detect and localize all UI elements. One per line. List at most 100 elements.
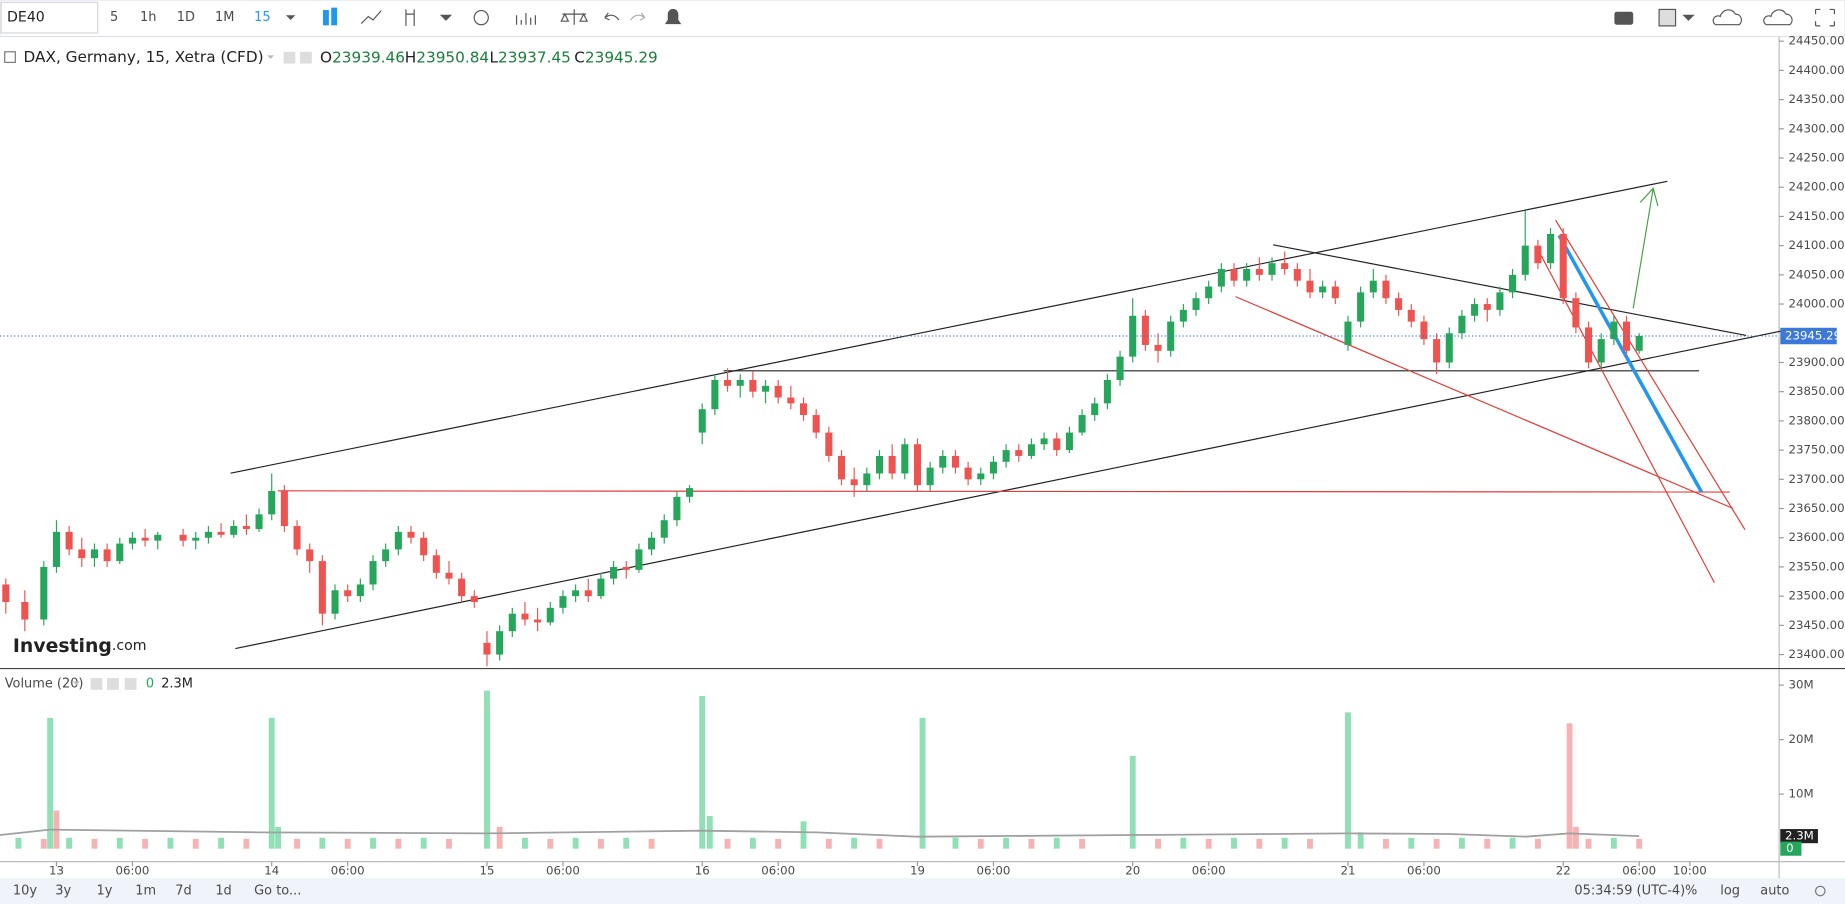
volume-bar bbox=[1433, 838, 1440, 849]
volume-bar bbox=[648, 838, 655, 849]
candle-body bbox=[1547, 233, 1555, 264]
candle-body bbox=[445, 572, 453, 579]
x-tick-label: 21 bbox=[1340, 864, 1355, 878]
volume-bar bbox=[1636, 838, 1643, 849]
candle-icon[interactable] bbox=[331, 7, 338, 26]
last-price-box bbox=[1780, 327, 1837, 345]
volume-bar bbox=[1408, 837, 1415, 849]
candle-body bbox=[1306, 280, 1314, 293]
interval-active[interactable]: 15 bbox=[254, 10, 270, 25]
compare-icon[interactable] bbox=[560, 9, 589, 25]
volume-ma-box bbox=[1780, 829, 1818, 844]
candle-body bbox=[622, 566, 630, 570]
candle-body bbox=[1509, 274, 1517, 293]
candle-body bbox=[1534, 245, 1542, 264]
candle-body bbox=[1192, 298, 1200, 310]
settings-icon[interactable] bbox=[1814, 885, 1826, 897]
redo-icon[interactable] bbox=[630, 12, 646, 21]
log-toggle[interactable]: log bbox=[1720, 884, 1740, 899]
legend-icon[interactable] bbox=[124, 678, 137, 690]
legend-icon[interactable] bbox=[283, 51, 296, 64]
candle-body bbox=[103, 549, 111, 562]
ohlc-label: C bbox=[574, 48, 585, 66]
tool-icons bbox=[322, 7, 1835, 27]
interval[interactable]: 1h bbox=[140, 10, 156, 25]
alert-icon[interactable] bbox=[664, 8, 682, 25]
candle-body bbox=[850, 479, 858, 486]
volume-bar bbox=[446, 838, 452, 849]
interval[interactable]: 1D bbox=[177, 10, 195, 25]
dropdown-icon[interactable] bbox=[72, 681, 81, 686]
symbol[interactable]: DE40 bbox=[7, 10, 45, 26]
undo-icon[interactable] bbox=[604, 12, 620, 21]
settings-icon[interactable] bbox=[473, 10, 489, 26]
fullscreen-icon[interactable] bbox=[1814, 8, 1835, 27]
volume-bar bbox=[1180, 837, 1187, 849]
symbol-box[interactable] bbox=[0, 1, 99, 34]
candle-body bbox=[597, 578, 605, 597]
layout-icon[interactable] bbox=[1658, 8, 1677, 27]
range-button[interactable]: 1d bbox=[215, 884, 231, 899]
interval[interactable]: 5 bbox=[110, 10, 118, 25]
range-button[interactable]: 3y bbox=[55, 884, 71, 899]
toolbar-bg bbox=[0, 0, 1845, 38]
y-tick-label: 24400.00 bbox=[1789, 63, 1845, 77]
line-icon[interactable] bbox=[360, 10, 382, 24]
channel-upper bbox=[230, 180, 1668, 474]
candle-body bbox=[1015, 450, 1023, 456]
candle-body bbox=[204, 531, 212, 538]
candle-body bbox=[255, 514, 263, 529]
candle-body bbox=[977, 473, 985, 480]
candle-body bbox=[306, 549, 314, 562]
interval[interactable]: 1M bbox=[215, 10, 234, 25]
dropdown-icon[interactable] bbox=[267, 55, 275, 59]
range-button[interactable]: 7d bbox=[175, 884, 191, 899]
studies-icon[interactable] bbox=[515, 12, 536, 25]
volume-bar bbox=[275, 826, 281, 849]
x-tick-label: 14 bbox=[264, 864, 279, 878]
candle-body bbox=[483, 642, 491, 655]
auto-toggle[interactable]: auto bbox=[1760, 884, 1789, 899]
candle-body bbox=[799, 403, 808, 416]
candle-body bbox=[534, 619, 542, 623]
legend-icon[interactable] bbox=[90, 678, 103, 690]
candle-body bbox=[394, 531, 402, 550]
indicator-icon[interactable] bbox=[405, 9, 415, 26]
percent-toggle[interactable]: % bbox=[1685, 884, 1697, 899]
dropdown-icon[interactable] bbox=[1682, 14, 1695, 21]
dropdown-icon[interactable] bbox=[285, 15, 296, 21]
candle-icon[interactable] bbox=[322, 10, 329, 26]
cloud-save-icon[interactable] bbox=[1712, 9, 1743, 26]
screenshot-icon[interactable] bbox=[1614, 11, 1634, 25]
volume-bar bbox=[15, 837, 22, 849]
candle-body bbox=[268, 490, 276, 515]
bottom-controls: 10y 3y 1y 1m 7d 1d Go to... 05:34:59 (UT… bbox=[13, 884, 1826, 899]
last-price-label: 23945.29 bbox=[1785, 329, 1841, 343]
candle-body bbox=[382, 549, 390, 562]
collapse-icon[interactable] bbox=[4, 51, 16, 63]
volume-bar bbox=[1256, 838, 1263, 849]
cloud-load-icon[interactable] bbox=[1763, 9, 1793, 26]
range-button[interactable]: 10y bbox=[13, 884, 37, 899]
volume-bar bbox=[47, 717, 54, 849]
range-button[interactable]: 1m bbox=[135, 884, 156, 899]
legend-icon[interactable] bbox=[107, 678, 119, 690]
candle-body bbox=[749, 380, 757, 392]
volume-bar bbox=[699, 696, 706, 849]
dropdown-icon[interactable] bbox=[439, 14, 453, 21]
candle-body bbox=[52, 531, 61, 567]
candle-body bbox=[1635, 336, 1643, 351]
goto-button[interactable]: Go to... bbox=[254, 884, 301, 899]
volume-bar bbox=[344, 838, 351, 849]
volume-bar bbox=[706, 815, 713, 849]
candle-body bbox=[926, 467, 934, 486]
red-line bbox=[1555, 219, 1746, 530]
candle-body bbox=[230, 526, 238, 535]
candle-body bbox=[1458, 315, 1466, 334]
legend-icon[interactable] bbox=[300, 51, 312, 64]
range-button[interactable]: 1y bbox=[96, 884, 112, 899]
x-tick-label: 06:00 bbox=[1192, 864, 1226, 878]
volume-bar bbox=[623, 837, 630, 849]
y-tick-label: 23700.00 bbox=[1789, 472, 1845, 486]
y-tick-label: 23550.00 bbox=[1789, 559, 1845, 573]
